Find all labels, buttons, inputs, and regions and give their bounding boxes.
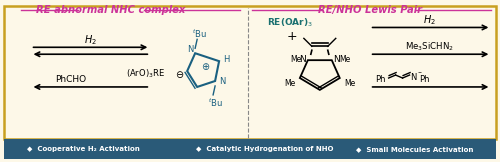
Text: ◆  Catalytic Hydrogenation of NHO: ◆ Catalytic Hydrogenation of NHO — [196, 146, 334, 152]
Text: $^t$Bu: $^t$Bu — [192, 27, 206, 40]
Text: Ph: Ph — [374, 75, 385, 84]
Text: RE abnormal NHC complex: RE abnormal NHC complex — [36, 5, 185, 15]
Text: N: N — [334, 55, 340, 64]
Text: ◆  Cooperative H₂ Activation: ◆ Cooperative H₂ Activation — [27, 146, 140, 152]
FancyBboxPatch shape — [4, 6, 496, 139]
Text: $^-$: $^-$ — [416, 70, 422, 76]
Text: N: N — [187, 45, 194, 54]
Text: RE/NHO Lewis Pair: RE/NHO Lewis Pair — [318, 5, 422, 15]
Text: H: H — [223, 55, 230, 64]
Text: Me: Me — [344, 80, 356, 88]
Text: H$_2$: H$_2$ — [423, 14, 436, 27]
Text: Me$_3$SiCHN$_2$: Me$_3$SiCHN$_2$ — [405, 40, 454, 52]
Text: ◆  Small Molecules Activation: ◆ Small Molecules Activation — [356, 146, 473, 152]
Text: (ArO)$_3$RE: (ArO)$_3$RE — [126, 68, 165, 80]
Text: $\oplus$: $\oplus$ — [202, 61, 210, 72]
Text: N: N — [300, 55, 306, 64]
Text: $^t$Bu: $^t$Bu — [208, 97, 222, 109]
Text: RE(OAr)$_3$: RE(OAr)$_3$ — [267, 16, 313, 29]
Text: Me: Me — [284, 80, 296, 88]
Text: $\ominus$: $\ominus$ — [174, 69, 184, 80]
Text: Me: Me — [290, 55, 302, 64]
Text: N: N — [219, 77, 226, 87]
Text: H$_2$: H$_2$ — [84, 33, 97, 47]
Text: Ph: Ph — [420, 75, 430, 84]
Text: +: + — [286, 30, 297, 43]
FancyBboxPatch shape — [4, 139, 496, 159]
Text: PhCHO: PhCHO — [55, 75, 86, 84]
Text: Me: Me — [339, 55, 350, 64]
Text: N: N — [410, 73, 417, 81]
